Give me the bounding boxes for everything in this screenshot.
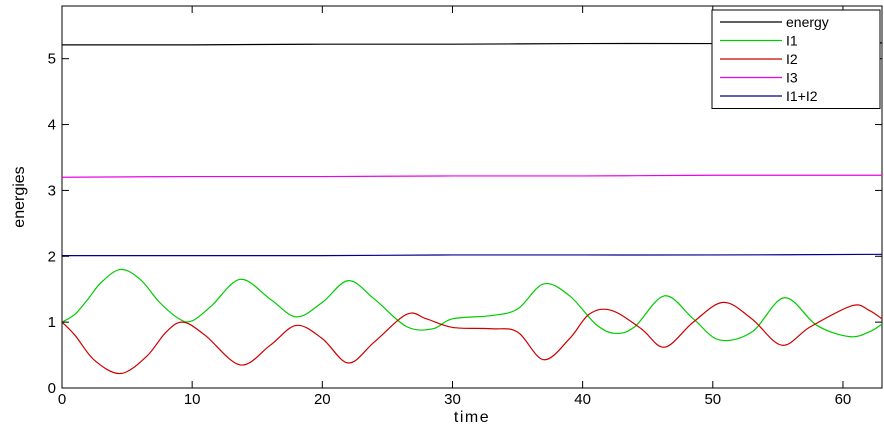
axes: 0 10 20 30 40 50 60 0 1 2 3 4 5 — [48, 6, 882, 408]
x-tick-label: 30 — [444, 391, 461, 408]
x-tick-label: 0 — [58, 391, 66, 408]
legend-label-i1: I1 — [786, 33, 798, 49]
legend-label-i1-i2: I1+I2 — [786, 88, 818, 104]
y-tick-label: 2 — [48, 248, 56, 265]
y-tick-label: 4 — [48, 117, 56, 134]
y-axis-label: energies — [11, 166, 28, 227]
y-tick-label: 1 — [48, 314, 56, 331]
legend-label-i3: I3 — [786, 70, 798, 86]
x-tick-label: 20 — [314, 391, 331, 408]
y-tick-label: 5 — [48, 51, 56, 68]
legend-label-i2: I2 — [786, 51, 798, 67]
x-tick-label: 50 — [704, 391, 721, 408]
y-tick-label: 3 — [48, 182, 56, 199]
series-line-i3 — [61, 174, 883, 178]
x-tick-label: 10 — [184, 391, 201, 408]
legend-label-energy: energy — [786, 14, 829, 30]
series-line-i2 — [61, 301, 883, 375]
series-line-i1-i2 — [61, 253, 883, 257]
x-tick-label: 60 — [835, 391, 852, 408]
x-tick-label: 40 — [574, 391, 591, 408]
series-line-i1 — [61, 268, 883, 342]
x-axis-label: time — [454, 409, 490, 426]
legend: energy I1 I2 I3 I1+I2 — [711, 9, 881, 109]
y-tick-label: 0 — [48, 380, 56, 397]
